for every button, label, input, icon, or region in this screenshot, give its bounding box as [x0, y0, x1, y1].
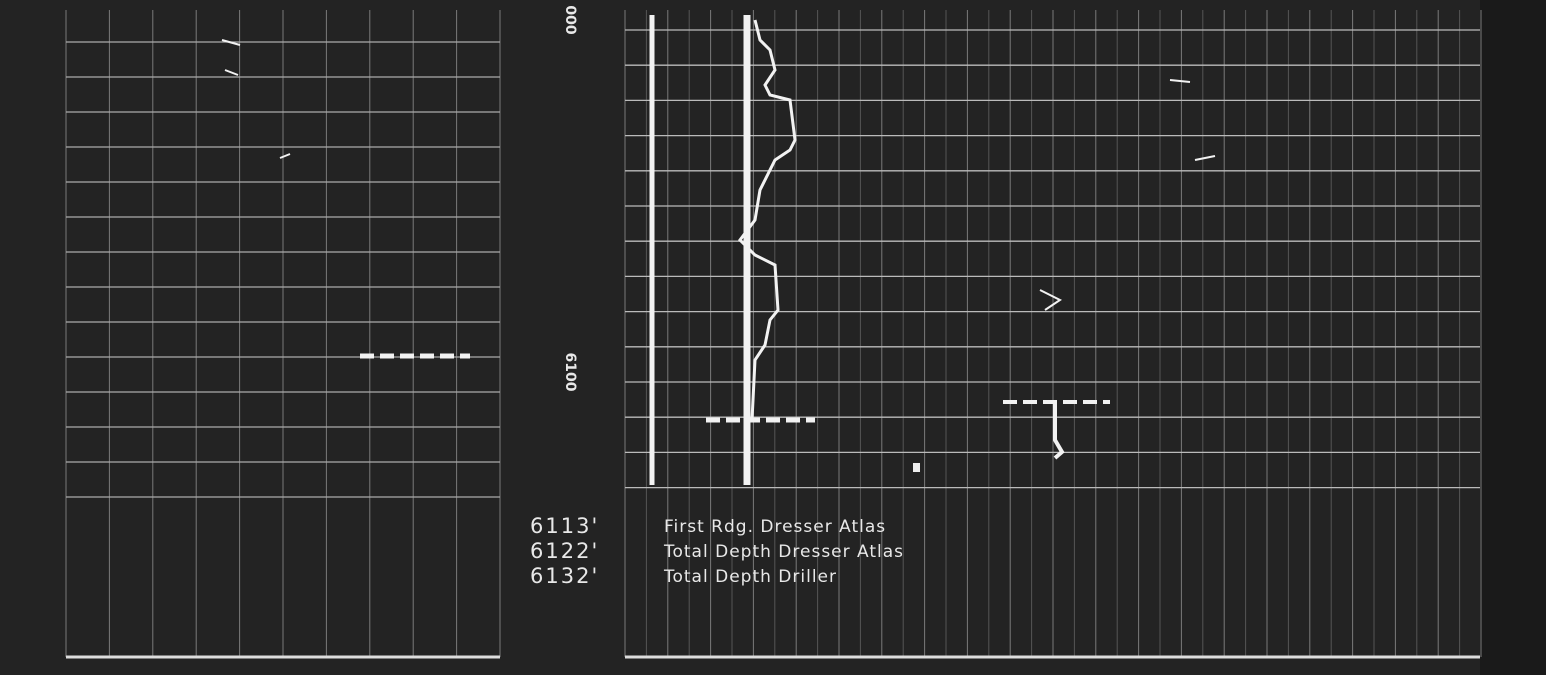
trace	[738, 19, 797, 421]
trace	[1053, 400, 1065, 460]
depth-label: 000	[562, 5, 578, 34]
notes: 6113' First Rdg. Dresser Atlas 6122' Total …	[530, 514, 904, 588]
grid	[65, 10, 1482, 657]
right-margin	[1480, 0, 1546, 675]
depth: 6132'	[530, 564, 599, 588]
note-text: First Rdg. Dresser Atlas	[664, 517, 886, 537]
depth: 6122'	[530, 539, 599, 563]
trace	[221, 39, 1216, 311]
traces	[221, 15, 1216, 485]
depth-label: 6100	[562, 353, 578, 392]
note-text: Total Depth Dresser Atlas	[663, 542, 904, 562]
depth: 6113'	[530, 514, 599, 538]
speck	[913, 463, 920, 472]
note-text: Total Depth Driller	[663, 567, 837, 587]
